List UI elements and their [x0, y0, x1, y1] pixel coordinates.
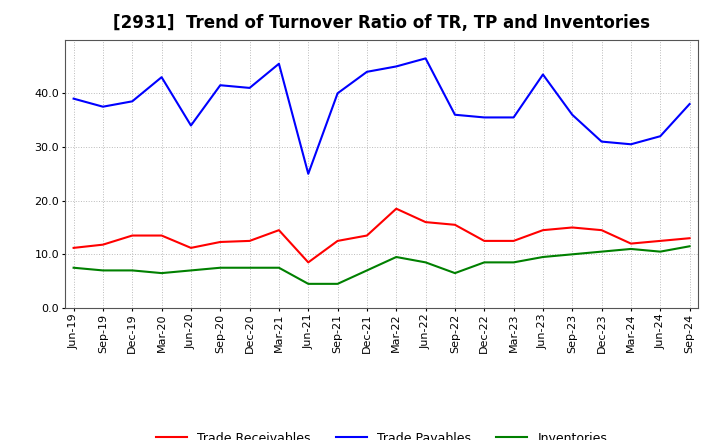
Inventories [392, 254, 400, 260]
Trade Receivables [539, 227, 547, 233]
Line: Trade Receivables: Trade Receivables [73, 209, 690, 262]
Trade Receivables [363, 233, 372, 238]
Trade Receivables [685, 235, 694, 241]
Trade Payables [128, 99, 137, 104]
Trade Payables [274, 61, 283, 66]
Inventories [246, 265, 254, 270]
Inventories [656, 249, 665, 254]
Trade Payables [421, 56, 430, 61]
Trade Receivables [216, 239, 225, 245]
Inventories [274, 265, 283, 270]
Inventories [304, 281, 312, 286]
Inventories [626, 246, 635, 252]
Trade Receivables [128, 233, 137, 238]
Inventories [685, 244, 694, 249]
Trade Payables [69, 96, 78, 101]
Trade Payables [451, 112, 459, 117]
Trade Payables [568, 112, 577, 117]
Inventories [128, 268, 137, 273]
Inventories [480, 260, 489, 265]
Inventories [509, 260, 518, 265]
Trade Payables [216, 83, 225, 88]
Trade Receivables [186, 245, 195, 250]
Trade Receivables [274, 227, 283, 233]
Trade Receivables [99, 242, 107, 247]
Inventories [568, 252, 577, 257]
Trade Payables [392, 64, 400, 69]
Trade Payables [186, 123, 195, 128]
Trade Payables [656, 134, 665, 139]
Trade Payables [304, 171, 312, 176]
Trade Receivables [304, 260, 312, 265]
Trade Receivables [246, 238, 254, 244]
Trade Receivables [509, 238, 518, 244]
Inventories [363, 268, 372, 273]
Trade Receivables [157, 233, 166, 238]
Trade Payables [685, 101, 694, 106]
Trade Payables [626, 142, 635, 147]
Trade Receivables [421, 220, 430, 225]
Inventories [216, 265, 225, 270]
Trade Payables [509, 115, 518, 120]
Inventories [451, 271, 459, 276]
Trade Receivables [568, 225, 577, 230]
Trade Receivables [333, 238, 342, 244]
Title: [2931]  Trend of Turnover Ratio of TR, TP and Inventories: [2931] Trend of Turnover Ratio of TR, TP… [113, 15, 650, 33]
Inventories [186, 268, 195, 273]
Trade Payables [333, 91, 342, 96]
Inventories [69, 265, 78, 270]
Trade Receivables [451, 222, 459, 227]
Inventories [157, 271, 166, 276]
Trade Payables [363, 69, 372, 74]
Trade Payables [157, 74, 166, 80]
Inventories [598, 249, 606, 254]
Trade Receivables [392, 206, 400, 211]
Inventories [539, 254, 547, 260]
Trade Payables [246, 85, 254, 91]
Trade Payables [539, 72, 547, 77]
Trade Receivables [69, 245, 78, 250]
Trade Payables [480, 115, 489, 120]
Trade Payables [99, 104, 107, 109]
Line: Inventories: Inventories [73, 246, 690, 284]
Trade Receivables [626, 241, 635, 246]
Inventories [421, 260, 430, 265]
Trade Receivables [656, 238, 665, 244]
Line: Trade Payables: Trade Payables [73, 59, 690, 174]
Trade Payables [598, 139, 606, 144]
Trade Receivables [480, 238, 489, 244]
Legend: Trade Receivables, Trade Payables, Inventories: Trade Receivables, Trade Payables, Inven… [151, 427, 612, 440]
Inventories [99, 268, 107, 273]
Trade Receivables [598, 227, 606, 233]
Inventories [333, 281, 342, 286]
